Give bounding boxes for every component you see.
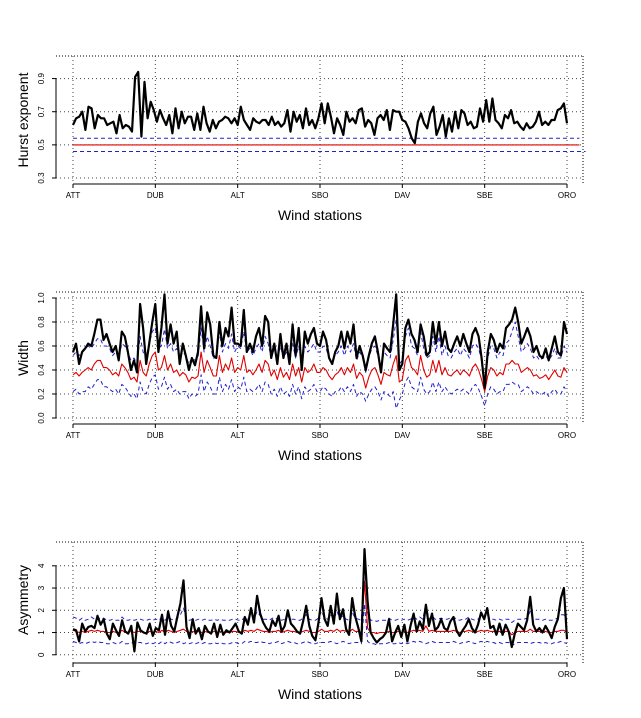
lower-band-series-line (72, 374, 568, 409)
y-tick-label: 0.4 (37, 364, 46, 376)
y-tick-label: 0.3 (37, 172, 46, 184)
x-tick-label: SBE (477, 431, 493, 440)
width-panel: 0.0 0.2 0.4 0.6 0.8 1.0 ATT DUB ALT SBO DAV SBE ORO W… (15, 291, 584, 463)
x-tick-label: ALT (231, 431, 245, 440)
y-tick-label: 3 (37, 585, 46, 590)
x-tick-label: DUB (147, 670, 164, 679)
x-tick-label: ORO (558, 191, 576, 200)
x-tick-label: ATT (66, 191, 81, 200)
x-tick-label: SBO (312, 431, 329, 440)
y-tick-label: 0.9 (37, 72, 46, 84)
x-tick-label: SBE (477, 670, 493, 679)
y-tick-label: 1.0 (37, 292, 46, 304)
y-tick-label: 0.7 (37, 106, 46, 118)
observed-series-line (72, 547, 569, 653)
hurst-exponent-panel: 0.3 0.5 0.7 0.9 ATT DUB ALT SBO DAV SBE ORO Wind st… (15, 55, 586, 223)
y-tick-label: 0.5 (37, 139, 46, 151)
asymmetry-panel: 0 1 2 3 4 ATT DUB ALT SBO DAV SBE ORO Wind stations A… (15, 541, 584, 702)
lower-band-series-line (72, 603, 568, 647)
x-tick-label: ORO (558, 670, 576, 679)
x-tick-label: DAV (394, 431, 411, 440)
x-tick-label: ALT (231, 670, 245, 679)
observed-series-line (71, 293, 569, 390)
y-tick-label: 0.2 (37, 388, 46, 400)
upper-band-series-line (72, 319, 568, 385)
y-axis-label: Hurst exponent (15, 72, 31, 167)
y-axis-label: Asymmetry (15, 565, 31, 635)
y-tick-label: 0.0 (37, 412, 46, 424)
x-tick-label: SBO (312, 670, 329, 679)
x-tick-label: DUB (147, 431, 164, 440)
x-tick-label: DUB (147, 191, 164, 200)
x-axis-label: Wind stations (278, 207, 362, 223)
x-tick-label: SBO (312, 191, 329, 200)
y-tick-label: 0 (37, 652, 46, 657)
x-tick-label: SBE (477, 191, 493, 200)
x-tick-label: ALT (231, 191, 245, 200)
x-tick-label: ORO (558, 431, 576, 440)
x-axis-label: Wind stations (278, 686, 362, 702)
x-tick-label: DAV (394, 670, 411, 679)
mean-series-line (72, 351, 568, 393)
y-tick-label: 0.6 (37, 340, 46, 352)
y-tick-label: 2 (37, 608, 46, 613)
y-tick-label: 0.8 (37, 316, 46, 328)
y-tick-label: 1 (37, 630, 46, 635)
x-tick-label: ATT (66, 431, 81, 440)
y-tick-label: 4 (37, 563, 46, 568)
x-axis-label: Wind stations (278, 447, 362, 463)
x-tick-label: DAV (394, 191, 411, 200)
x-tick-label: ATT (66, 670, 81, 679)
observed-series-line (72, 70, 569, 145)
y-axis-label: Width (15, 340, 31, 376)
